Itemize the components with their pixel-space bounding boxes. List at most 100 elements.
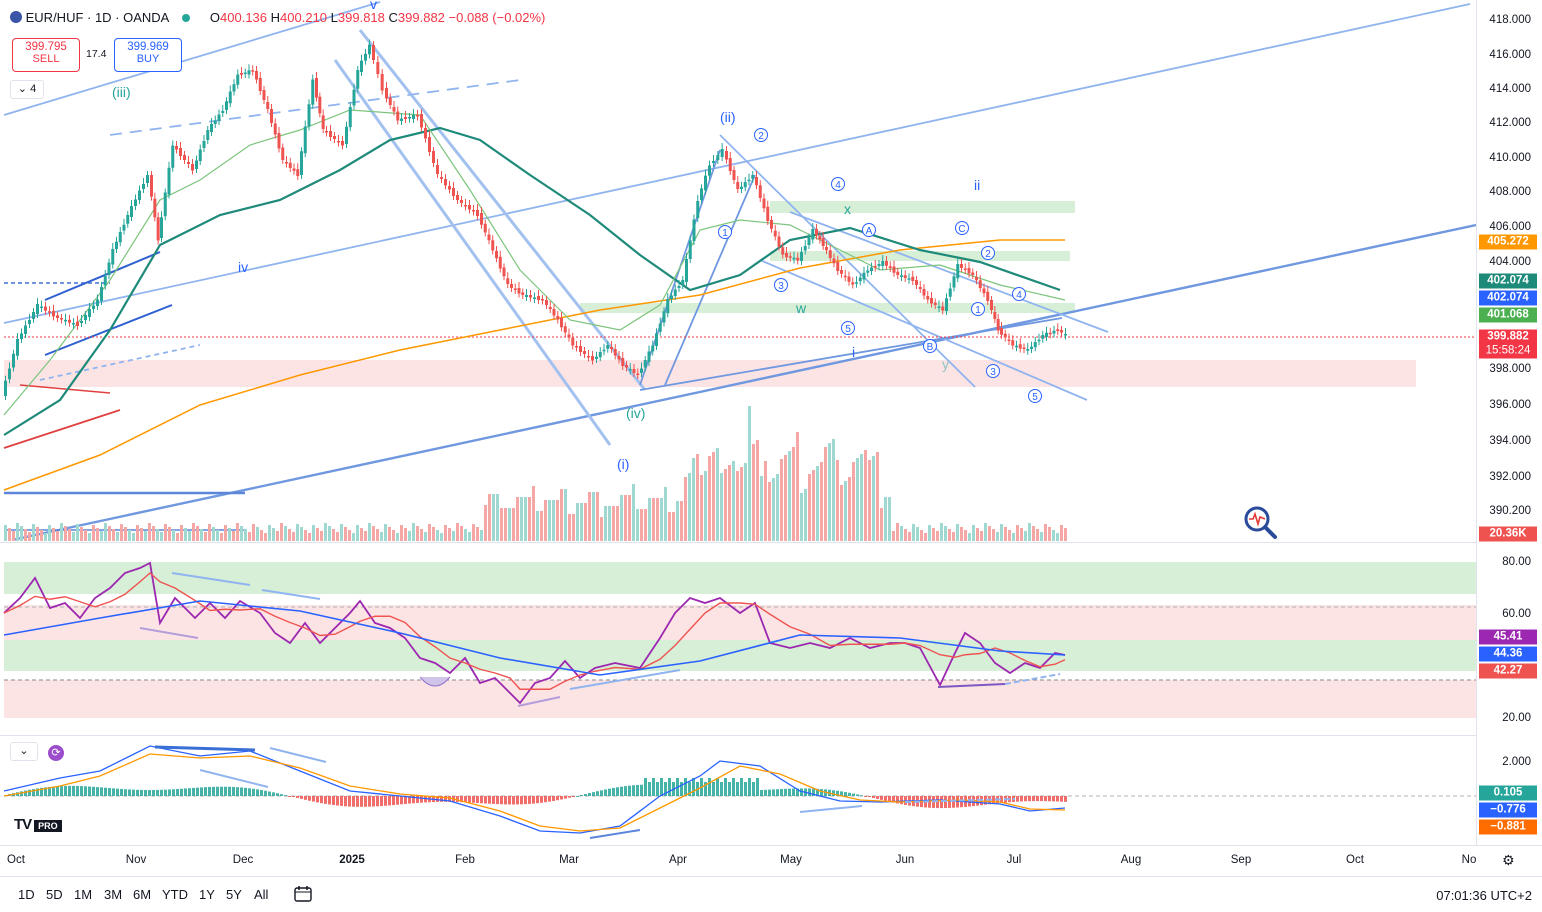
volume-bar xyxy=(376,529,379,541)
macd-pane[interactable] xyxy=(0,735,1476,846)
candle xyxy=(747,173,751,186)
volume-bar xyxy=(1044,524,1047,541)
candle xyxy=(183,151,186,164)
candle xyxy=(843,269,847,282)
candle xyxy=(960,259,963,272)
macd-hist-bar xyxy=(132,789,135,796)
macd-hist-bar xyxy=(312,796,315,802)
calendar-icon[interactable] xyxy=(293,885,313,908)
volume-bar xyxy=(244,529,247,541)
candle xyxy=(529,290,532,302)
clock[interactable]: 07:01:36 UTC+2 xyxy=(1436,888,1532,903)
range-button[interactable]: 1Y xyxy=(199,887,215,902)
macd-hist-bar xyxy=(400,796,403,805)
macd-hist-bar xyxy=(236,787,239,796)
symbol-legend[interactable]: EUR/HUF · 1D · OANDA O400.136 H400.210 L… xyxy=(10,10,545,25)
macd-collapse-button[interactable]: ⌄ xyxy=(10,742,38,761)
price-chart[interactable]: (iii) (ii) (iv) (i) iv ii i v w x y 2 4 … xyxy=(0,0,1476,541)
volume-bar xyxy=(184,528,187,541)
candle xyxy=(621,352,625,370)
symbol-title[interactable]: EUR/HUF · 1D · OANDA xyxy=(25,10,169,25)
volume-bar xyxy=(676,501,679,541)
gear-icon[interactable]: ⚙ xyxy=(1502,852,1515,868)
buy-label: BUY xyxy=(136,53,160,65)
volume-bar xyxy=(196,526,199,541)
candle xyxy=(388,93,392,109)
candle xyxy=(472,205,475,216)
volume-bar xyxy=(48,525,51,541)
macd-hist-bar xyxy=(328,796,331,805)
volume-bar xyxy=(704,471,707,541)
range-button[interactable]: 3M xyxy=(104,887,123,902)
macd-hist-bar xyxy=(464,796,467,803)
range-button[interactable]: 5Y xyxy=(226,887,242,902)
candle xyxy=(704,169,707,195)
macd-hist-bar xyxy=(476,796,479,804)
rsi-chart[interactable] xyxy=(0,543,1476,735)
macd-hist-bar xyxy=(552,796,555,801)
candle xyxy=(311,74,315,109)
circled-wave-labels: 2 4 A C 2 1 3 4 1 5 B 3 5 xyxy=(718,128,1042,403)
refresh-icon[interactable]: ⟳ xyxy=(48,745,64,761)
macd-hist-bar xyxy=(864,796,867,797)
sell-button[interactable]: 399.795 SELL xyxy=(12,38,80,72)
range-button[interactable]: 6M xyxy=(133,887,152,902)
candle xyxy=(1011,335,1015,350)
macd-hist-bar xyxy=(320,796,323,804)
candle xyxy=(225,97,228,114)
range-button[interactable]: YTD xyxy=(162,887,188,902)
candle xyxy=(862,266,866,284)
candle xyxy=(655,328,658,350)
volume-bar xyxy=(964,530,967,541)
macd-hist-bar xyxy=(316,796,319,803)
candle xyxy=(986,285,990,305)
candle xyxy=(228,85,232,108)
range-button[interactable]: 1D xyxy=(18,887,35,902)
candle xyxy=(32,308,35,323)
rsi-pane[interactable] xyxy=(0,542,1476,735)
candle xyxy=(598,347,602,362)
macd-hist-bar xyxy=(292,796,295,798)
volume-bar xyxy=(636,509,639,541)
candle xyxy=(847,271,851,286)
candle xyxy=(307,99,311,131)
candle xyxy=(146,171,149,187)
candle xyxy=(352,83,356,110)
rsi-tick: 80.00 xyxy=(1502,556,1531,568)
magnifier-icon[interactable] xyxy=(1243,505,1279,546)
price-pane[interactable]: (iii) (ii) (iv) (i) iv ii i v w x y 2 4 … xyxy=(0,0,1476,541)
candle xyxy=(803,240,807,255)
range-button[interactable]: 1M xyxy=(74,887,93,902)
macd-hist-bar xyxy=(156,789,159,796)
volume-bar xyxy=(120,524,123,541)
price-tick: 398.000 xyxy=(1489,363,1531,375)
macd-hist-bar xyxy=(164,789,167,796)
candle xyxy=(24,320,27,338)
candle xyxy=(412,109,415,123)
volume-bar xyxy=(272,528,275,541)
time-axis[interactable]: Oct Nov Dec 2025 Feb Mar Apr May Jun Jul Aug Sep Oct… xyxy=(0,845,1542,876)
candle xyxy=(1052,325,1056,338)
volume-bar xyxy=(1048,527,1051,541)
macd-hist-bar xyxy=(84,786,87,796)
macd-chart[interactable] xyxy=(0,736,1476,846)
indicators-toggle-button[interactable]: ⌄ 4 xyxy=(10,80,44,99)
circle-A-text: A xyxy=(866,226,873,237)
range-button[interactable]: All xyxy=(254,887,269,902)
candle xyxy=(107,258,111,279)
macd-hist-bar xyxy=(232,786,235,796)
range-button[interactable]: 5D xyxy=(46,887,63,902)
buy-button[interactable]: 399.969 BUY xyxy=(114,38,182,72)
candle xyxy=(533,292,536,303)
price-axis[interactable]: 418.000 416.000 414.000 412.000 410.000 408.0… xyxy=(1476,0,1542,845)
candle xyxy=(1033,337,1037,352)
candle xyxy=(828,245,832,262)
candle xyxy=(84,311,87,324)
candle xyxy=(333,132,336,143)
macd-hist-bar xyxy=(604,789,607,796)
macd-hist-bar xyxy=(724,778,727,796)
macd-hist-bar xyxy=(788,788,791,796)
candle xyxy=(1015,340,1018,352)
volume-bar xyxy=(880,508,883,541)
macd-hist-bar xyxy=(656,782,659,796)
